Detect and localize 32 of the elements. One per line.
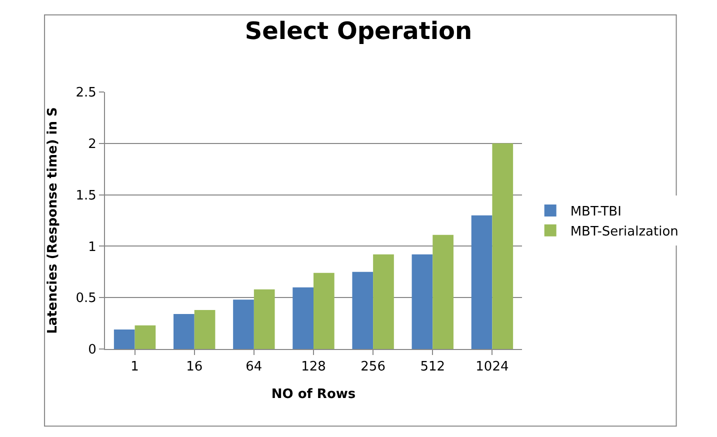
- bar: [292, 287, 314, 349]
- bar: [314, 272, 334, 349]
- bar: [352, 272, 374, 349]
- x-tick-label: 1024: [476, 360, 509, 375]
- y-tick-label: 1.5: [76, 188, 96, 204]
- bar: [174, 314, 194, 349]
- chart-title: Select Operation: [244, 16, 472, 45]
- x-tick-label: 16: [186, 360, 203, 375]
- y-tick-label: 2: [88, 136, 96, 152]
- legend-label: MBT-Serialzation: [570, 224, 678, 240]
- x-tick-label: 128: [301, 360, 326, 375]
- x-tick-label: 512: [420, 360, 446, 375]
- x-tick-label: 1: [130, 360, 139, 375]
- bar: [432, 234, 454, 349]
- bar: [233, 300, 254, 349]
- bar: [114, 329, 135, 349]
- legend-label: MBT-TBI: [570, 204, 622, 220]
- y-tick-label: 0: [88, 342, 96, 358]
- bar: [373, 254, 394, 349]
- y-tick-label: 2.5: [76, 86, 96, 101]
- bar: [254, 289, 275, 349]
- bar: [194, 310, 216, 349]
- bar: [134, 325, 156, 349]
- y-axis-title: Latencies (Response time) in S: [46, 107, 61, 334]
- x-axis-title: NO of Rows: [271, 387, 356, 402]
- bar: [492, 143, 514, 349]
- x-tick-label: 64: [246, 360, 262, 375]
- x-tick-label: 256: [360, 360, 386, 375]
- y-tick-label: 0.5: [76, 291, 96, 306]
- bar: [412, 254, 433, 349]
- bar: [471, 215, 492, 349]
- y-tick-label: 1: [88, 240, 96, 255]
